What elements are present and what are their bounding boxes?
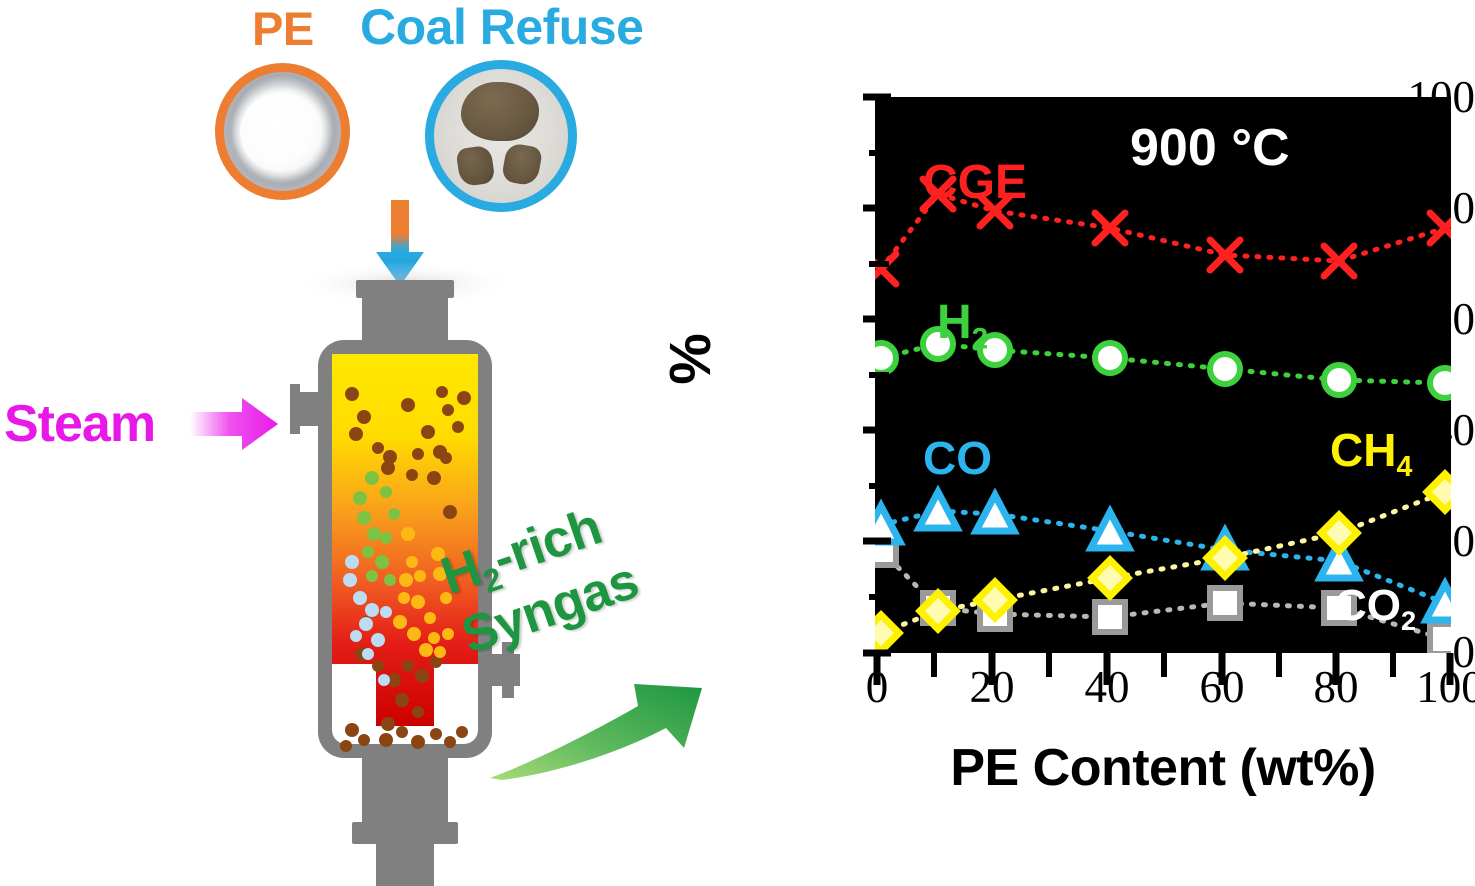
xtick-100: 100 (1416, 662, 1475, 712)
xtick-20: 20 (969, 662, 1015, 712)
pe-feed-label: PE (252, 2, 314, 55)
coal-refuse-feed-label: Coal Refuse (360, 0, 644, 55)
gasifier-reactor (290, 262, 520, 886)
series-h2-line (878, 341, 1448, 386)
coal-rock-large (460, 82, 539, 142)
series-h2-markers (875, 326, 1451, 401)
steam-arrow-icon (190, 398, 278, 450)
xtick-40: 40 (1084, 662, 1130, 712)
coal-rock-right (500, 142, 543, 188)
coal-refuse-photo (425, 60, 577, 212)
series-cge-line (878, 191, 1448, 272)
y-axis-label: % (657, 333, 723, 385)
series-ch4-markers (875, 469, 1451, 653)
series-co2-markers (875, 532, 1451, 653)
results-chart: 100 80 60 40 20 0 % (655, 40, 1475, 886)
pe-powder-photo (215, 63, 350, 200)
process-schematic: PE Coal Refuse (4, 0, 702, 886)
xtick-80: 80 (1313, 662, 1359, 712)
steam-inlet-label: Steam (4, 395, 156, 453)
xtick-60: 60 (1199, 662, 1245, 712)
series-co2-line (878, 547, 1448, 642)
coal-rock-left (455, 144, 496, 187)
x-axis-label: PE Content (wt%) (950, 739, 1376, 797)
plot-area: 900 °C CGE H2 CO CH4 CO2 (875, 97, 1451, 653)
syngas-curved-arrow-icon (490, 684, 702, 780)
ytick-0: 0 (1452, 627, 1475, 677)
plot-svg (875, 175, 1451, 653)
xtick-0: 0 (865, 662, 889, 712)
series-cge-markers (875, 175, 1451, 288)
